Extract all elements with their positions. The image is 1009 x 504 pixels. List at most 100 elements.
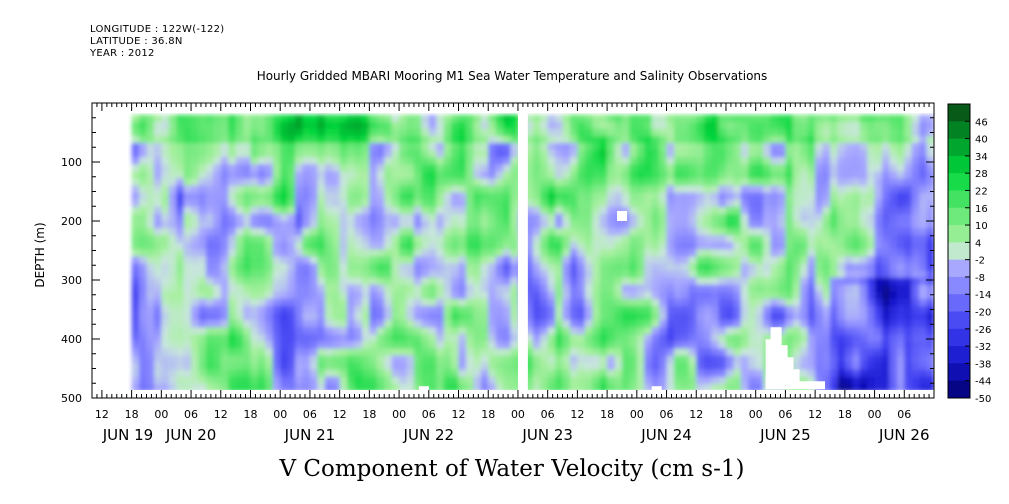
heatmap-cell bbox=[659, 157, 668, 165]
heatmap-cell bbox=[666, 362, 675, 371]
x-tick-label: 18 bbox=[125, 408, 139, 421]
heatmap-cell bbox=[250, 341, 259, 350]
heatmap-cell bbox=[473, 199, 482, 208]
heatmap-cell bbox=[451, 221, 460, 229]
heatmap-cell bbox=[510, 341, 519, 350]
heatmap-cell bbox=[584, 121, 593, 130]
heatmap-cell bbox=[243, 270, 252, 279]
heatmap-cell bbox=[532, 136, 541, 144]
heatmap-cell bbox=[495, 249, 504, 257]
heatmap-cell bbox=[213, 348, 222, 357]
heatmap-cell bbox=[599, 291, 608, 300]
heatmap-cell bbox=[220, 249, 229, 257]
heatmap-cell bbox=[161, 376, 170, 385]
heatmap-cell bbox=[874, 157, 883, 165]
heatmap-cell bbox=[205, 249, 214, 257]
heatmap-cell bbox=[889, 178, 898, 187]
heatmap-cell bbox=[577, 369, 586, 378]
heatmap-cell bbox=[228, 334, 237, 342]
heatmap-cell bbox=[465, 298, 474, 307]
heatmap-cell bbox=[666, 291, 675, 300]
heatmap-cell bbox=[525, 150, 534, 158]
heatmap-cell bbox=[191, 128, 200, 137]
heatmap-cell bbox=[399, 369, 408, 378]
heatmap-cell bbox=[399, 242, 408, 250]
heatmap-cell bbox=[428, 376, 437, 385]
heatmap-cell bbox=[733, 320, 742, 328]
heatmap-cell bbox=[198, 143, 207, 151]
heatmap-cell bbox=[607, 157, 616, 165]
heatmap-cell bbox=[503, 362, 512, 371]
heatmap-cell bbox=[428, 320, 437, 328]
heatmap-cell bbox=[889, 206, 898, 215]
heatmap-cell bbox=[332, 235, 341, 243]
heatmap-cell bbox=[540, 249, 549, 257]
heatmap-cell bbox=[488, 249, 497, 257]
heatmap-cell bbox=[525, 157, 534, 165]
heatmap-cell bbox=[896, 327, 905, 335]
heatmap-cell bbox=[621, 369, 630, 378]
heatmap-cell bbox=[629, 305, 638, 314]
heatmap-cell bbox=[874, 235, 883, 243]
heatmap-cell bbox=[265, 185, 274, 194]
heatmap-cell bbox=[844, 114, 853, 123]
heatmap-cell bbox=[161, 249, 170, 257]
heatmap-cell bbox=[555, 270, 564, 279]
heatmap-cell bbox=[703, 143, 712, 151]
heatmap-cell bbox=[198, 291, 207, 300]
heatmap-cell bbox=[748, 171, 757, 180]
heatmap-cell bbox=[213, 256, 222, 265]
heatmap-cell bbox=[168, 199, 177, 208]
heatmap-cell bbox=[792, 270, 801, 279]
heatmap-cell bbox=[621, 313, 630, 321]
heatmap-cell bbox=[807, 136, 816, 144]
heatmap-cell bbox=[495, 164, 504, 173]
heatmap-cell bbox=[458, 284, 467, 293]
heatmap-cell bbox=[815, 341, 824, 350]
heatmap-cell bbox=[510, 235, 519, 243]
heatmap-cell bbox=[287, 171, 296, 180]
heatmap-cell bbox=[629, 263, 638, 272]
heatmap-cell bbox=[837, 320, 846, 328]
heatmap-cell bbox=[510, 136, 519, 144]
heatmap-cell bbox=[896, 383, 905, 390]
heatmap-cell bbox=[436, 291, 445, 300]
colorbar-label: 40 bbox=[975, 135, 988, 146]
heatmap-cell bbox=[265, 128, 274, 137]
heatmap-cell bbox=[176, 157, 185, 165]
heatmap-cell bbox=[904, 284, 913, 293]
heatmap-cell bbox=[651, 213, 660, 222]
heatmap-cell bbox=[272, 355, 281, 364]
heatmap-cell bbox=[607, 383, 616, 390]
heatmap-cell bbox=[592, 178, 601, 187]
heatmap-cell bbox=[733, 213, 742, 222]
heatmap-cell bbox=[480, 192, 489, 201]
heatmap-cell bbox=[280, 249, 289, 257]
heatmap-cell bbox=[443, 192, 452, 201]
heatmap-cell bbox=[614, 256, 623, 265]
heatmap-cell bbox=[347, 143, 356, 151]
heatmap-cell bbox=[302, 327, 311, 335]
heatmap-cell bbox=[874, 192, 883, 201]
heatmap-cell bbox=[532, 341, 541, 350]
heatmap-cell bbox=[614, 298, 623, 307]
heatmap-cell bbox=[547, 305, 556, 314]
heatmap-cell bbox=[926, 242, 934, 250]
heatmap-cell bbox=[889, 277, 898, 286]
heatmap-cell bbox=[829, 213, 839, 222]
heatmap-cell bbox=[168, 235, 177, 243]
heatmap-cell bbox=[317, 334, 326, 342]
heatmap-cell bbox=[547, 143, 556, 151]
heatmap-cell bbox=[584, 164, 593, 173]
heatmap-cell bbox=[584, 277, 593, 286]
heatmap-cell bbox=[822, 256, 831, 265]
heatmap-cell bbox=[725, 143, 735, 151]
heatmap-cell bbox=[354, 341, 363, 350]
heatmap-cell bbox=[673, 284, 682, 293]
heatmap-cell bbox=[473, 256, 482, 265]
heatmap-cell bbox=[815, 348, 824, 357]
heatmap-cell bbox=[183, 383, 192, 390]
heatmap-cell bbox=[146, 192, 155, 201]
heatmap-cell bbox=[592, 221, 601, 229]
heatmap-cell bbox=[406, 270, 415, 279]
